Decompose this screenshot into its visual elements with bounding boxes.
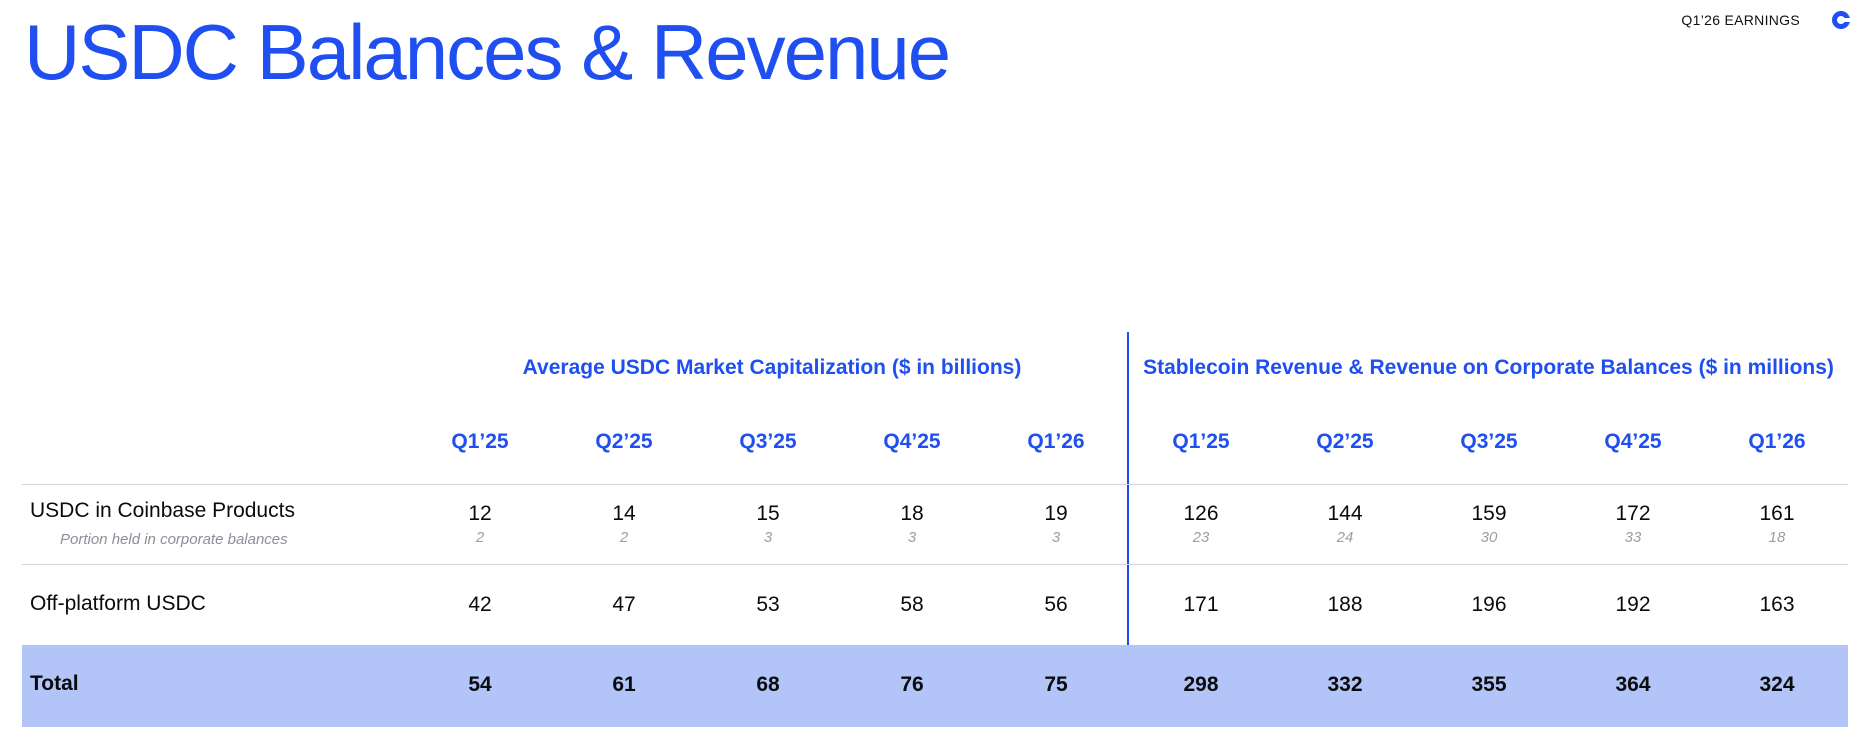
cell-value: 364 xyxy=(1615,673,1651,696)
cell-value: 355 xyxy=(1471,673,1507,696)
cell-value: 58 xyxy=(900,593,924,616)
cell-subvalue: 24 xyxy=(1336,529,1354,546)
row-divider xyxy=(22,564,1848,565)
quarter-header: Q2’25 xyxy=(1316,430,1374,453)
cell-value: 68 xyxy=(756,673,780,696)
group-header-revenue: Stablecoin Revenue & Revenue on Corporat… xyxy=(1143,356,1834,379)
cell-value: 56 xyxy=(1044,593,1068,616)
quarter-header: Q4’25 xyxy=(883,430,941,453)
cell-value: 159 xyxy=(1471,502,1507,525)
row-divider xyxy=(22,484,1848,485)
quarter-header: Q1’25 xyxy=(451,430,509,453)
cell-value: 42 xyxy=(468,593,492,616)
cell-value: 47 xyxy=(612,593,636,616)
cell-subvalue: 30 xyxy=(1480,529,1498,546)
cell-subvalue: 3 xyxy=(907,529,917,546)
cell-value: 332 xyxy=(1327,673,1363,696)
cell-value: 19 xyxy=(1044,502,1068,525)
quarter-header: Q1’25 xyxy=(1172,430,1230,453)
cell-value: 298 xyxy=(1183,673,1219,696)
cell-subvalue: 3 xyxy=(763,529,773,546)
cell-value: 61 xyxy=(612,673,636,696)
row-label: Off-platform USDC xyxy=(30,592,206,615)
page-title: USDC Balances & Revenue xyxy=(24,8,951,96)
table-row-coinbase-products: USDC in Coinbase Products Portion held i… xyxy=(22,485,1848,564)
cell-value: 163 xyxy=(1759,593,1795,616)
cell-value: 14 xyxy=(612,502,636,525)
quarter-header: Q3’25 xyxy=(739,430,797,453)
cell-subvalue: 33 xyxy=(1624,529,1642,546)
cell-subvalue: 18 xyxy=(1768,529,1786,546)
cell-subvalue: 2 xyxy=(475,529,485,546)
group-header-market-cap: Average USDC Market Capitalization ($ in… xyxy=(522,356,1022,379)
cell-value: 171 xyxy=(1183,593,1219,616)
cell-value: 144 xyxy=(1327,502,1363,525)
cell-subvalue: 3 xyxy=(1051,529,1061,546)
cell-subvalue: 2 xyxy=(619,529,629,546)
quarter-header: Q4’25 xyxy=(1604,430,1662,453)
cell-value: 196 xyxy=(1471,593,1507,616)
cell-value: 324 xyxy=(1759,673,1795,696)
quarter-header: Q1’26 xyxy=(1748,430,1806,453)
cell-value: 188 xyxy=(1327,593,1363,616)
cell-value: 192 xyxy=(1615,593,1651,616)
row-label: Total xyxy=(30,672,79,695)
cell-subvalue: 23 xyxy=(1192,529,1210,546)
table-row-total: Total 54 61 68 76 75 298 332 355 364 324 xyxy=(22,645,1848,727)
cell-value: 12 xyxy=(468,502,492,525)
cell-value: 75 xyxy=(1044,673,1068,696)
cell-value: 15 xyxy=(756,502,780,525)
cell-value: 172 xyxy=(1615,502,1651,525)
usdc-table: Average USDC Market Capitalization ($ in… xyxy=(22,332,1848,727)
cell-value: 126 xyxy=(1183,502,1219,525)
cell-value: 53 xyxy=(756,593,780,616)
row-label: USDC in Coinbase Products xyxy=(30,499,295,522)
row-sublabel: Portion held in corporate balances xyxy=(60,531,288,548)
quarter-header: Q1’26 xyxy=(1027,430,1085,453)
coinbase-logo-icon xyxy=(1832,11,1851,29)
earnings-label: Q1’26 EARNINGS xyxy=(1681,12,1800,28)
cell-value: 76 xyxy=(900,673,924,696)
cell-value: 18 xyxy=(900,502,924,525)
section-divider xyxy=(1127,332,1129,727)
cell-value: 161 xyxy=(1759,502,1795,525)
quarter-header: Q2’25 xyxy=(595,430,653,453)
quarter-header: Q3’25 xyxy=(1460,430,1518,453)
quarter-header-row: Q1’25 Q2’25 Q3’25 Q4’25 Q1’26 Q1’25 Q2’2… xyxy=(22,430,1848,470)
table-row-off-platform: Off-platform USDC 42 47 53 58 56 171 188… xyxy=(22,565,1848,645)
cell-value: 54 xyxy=(468,673,492,696)
